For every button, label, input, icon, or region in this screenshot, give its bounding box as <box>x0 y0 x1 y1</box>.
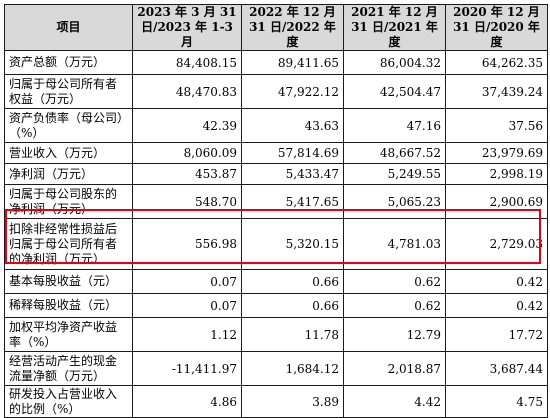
cell-value: 4.42 <box>343 385 446 418</box>
cell-value: 0.07 <box>132 293 242 318</box>
row-label: 归属于母公司股东的净利润（万元） <box>4 184 133 219</box>
cell-value: 453.87 <box>132 163 242 185</box>
cell-value: -11,411.97 <box>132 351 242 386</box>
cell-value: 3,687.44 <box>445 351 548 386</box>
cell-value: 12.79 <box>343 317 446 352</box>
cell-value: 47.16 <box>343 108 446 143</box>
cell-value: 2,900.69 <box>445 184 548 219</box>
cell-value: 89,411.65 <box>241 50 344 75</box>
header-row: 项目 2023 年 3 月 31 日/2023 年 1-3 月 2022 年 1… <box>4 4 548 51</box>
row-label: 扣除非经常性损益后归属于母公司所有者的净利润（万元） <box>4 218 133 270</box>
table-row: 加权平均净资产收益率（%） 1.12 11.78 12.79 17.72 <box>4 317 548 352</box>
cell-value: 48,667.52 <box>343 142 446 164</box>
table-row-highlighted: 扣除非经常性损益后归属于母公司所有者的净利润（万元） 556.98 5,320.… <box>4 218 548 270</box>
table-row: 归属于母公司所有者权益（万元） 48,470.83 47,922.12 42,5… <box>4 74 548 109</box>
table-row: 归属于母公司股东的净利润（万元） 548.70 5,417.65 5,065.2… <box>4 184 548 219</box>
cell-value: 5,417.65 <box>241 184 344 219</box>
cell-value: 11.78 <box>241 317 344 352</box>
cell-value: 5,320.15 <box>241 218 344 270</box>
table-row: 资产负债率（母公司）（%） 42.39 43.63 47.16 37.56 <box>4 108 548 143</box>
cell-value: 17.72 <box>445 317 548 352</box>
cell-value: 47,922.12 <box>241 74 344 109</box>
row-label: 归属于母公司所有者权益（万元） <box>4 74 133 109</box>
cell-value: 0.42 <box>445 269 548 294</box>
cell-value: 8,060.09 <box>132 142 242 164</box>
cell-value: 0.66 <box>241 293 344 318</box>
cell-value: 2,998.19 <box>445 163 548 185</box>
cell-value: 42.39 <box>132 108 242 143</box>
cell-value: 0.42 <box>445 293 548 318</box>
financial-data-table: 项目 2023 年 3 月 31 日/2023 年 1-3 月 2022 年 1… <box>4 4 548 418</box>
cell-value: 37.56 <box>445 108 548 143</box>
table-row: 资产总额（万元） 84,408.15 89,411.65 86,004.32 6… <box>4 50 548 75</box>
cell-value: 5,065.23 <box>343 184 446 219</box>
cell-value: 23,979.69 <box>445 142 548 164</box>
cell-value: 2,729.03 <box>445 218 548 270</box>
cell-value: 4.86 <box>132 385 242 418</box>
cell-value: 42,504.47 <box>343 74 446 109</box>
header-item: 项目 <box>4 4 133 51</box>
cell-value: 2,018.87 <box>343 351 446 386</box>
cell-value: 556.98 <box>132 218 242 270</box>
row-label: 净利润（万元） <box>4 163 133 185</box>
cell-value: 37,439.24 <box>445 74 548 109</box>
cell-value: 43.63 <box>241 108 344 143</box>
cell-value: 48,470.83 <box>132 74 242 109</box>
cell-value: 3.89 <box>241 385 344 418</box>
table-row: 经营活动产生的现金流量净额（万元） -11,411.97 1,684.12 2,… <box>4 351 548 386</box>
cell-value: 0.66 <box>241 269 344 294</box>
table-row: 基本每股收益（元） 0.07 0.66 0.62 0.42 <box>4 269 548 294</box>
header-2021: 2021 年 12 月 31 日/2021 年度 <box>343 4 446 51</box>
row-label: 基本每股收益（元） <box>4 269 133 294</box>
header-2020: 2020 年 12 月 31 日/2020 年度 <box>445 4 548 51</box>
row-label: 经营活动产生的现金流量净额（万元） <box>4 351 133 386</box>
cell-value: 64,262.35 <box>445 50 548 75</box>
cell-value: 1,684.12 <box>241 351 344 386</box>
cell-value: 1.12 <box>132 317 242 352</box>
table-row: 净利润（万元） 453.87 5,433.47 5,249.55 2,998.1… <box>4 163 548 185</box>
cell-value: 0.07 <box>132 269 242 294</box>
cell-value: 5,433.47 <box>241 163 344 185</box>
row-label: 研发投入占营业收入的比例（%） <box>4 385 133 418</box>
cell-value: 0.62 <box>343 293 446 318</box>
table-row: 研发投入占营业收入的比例（%） 4.86 3.89 4.42 4.75 <box>4 385 548 418</box>
row-label: 营业收入（万元） <box>4 142 133 164</box>
cell-value: 0.62 <box>343 269 446 294</box>
row-label: 稀释每股收益（元） <box>4 293 133 318</box>
table-row: 稀释每股收益（元） 0.07 0.66 0.62 0.42 <box>4 293 548 318</box>
row-label: 资产负债率（母公司）（%） <box>4 108 133 143</box>
cell-value: 4.75 <box>445 385 548 418</box>
row-label: 加权平均净资产收益率（%） <box>4 317 133 352</box>
header-2023-q1: 2023 年 3 月 31 日/2023 年 1-3 月 <box>132 4 242 51</box>
cell-value: 84,408.15 <box>132 50 242 75</box>
row-label: 资产总额（万元） <box>4 50 133 75</box>
header-2022: 2022 年 12 月 31 日/2022 年度 <box>241 4 344 51</box>
cell-value: 4,781.03 <box>343 218 446 270</box>
cell-value: 548.70 <box>132 184 242 219</box>
cell-value: 86,004.32 <box>343 50 446 75</box>
table-row: 营业收入（万元） 8,060.09 57,814.69 48,667.52 23… <box>4 142 548 164</box>
cell-value: 57,814.69 <box>241 142 344 164</box>
cell-value: 5,249.55 <box>343 163 446 185</box>
